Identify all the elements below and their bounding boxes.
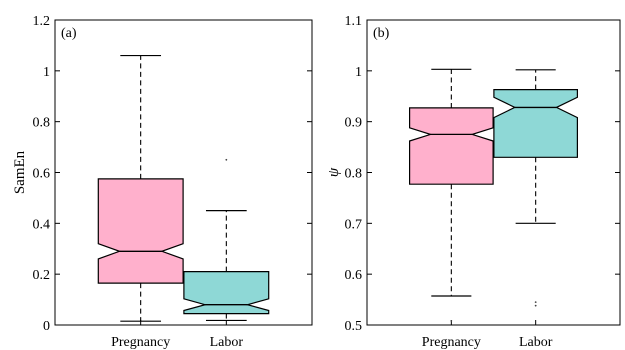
outlier-point bbox=[534, 304, 537, 307]
y-axis-label: ψ bbox=[326, 167, 342, 177]
x-tick-label: Labor bbox=[519, 335, 553, 350]
y-tick-label: 0.2 bbox=[33, 268, 51, 283]
box-body bbox=[493, 88, 579, 158]
outlier-point bbox=[450, 320, 453, 322]
x-tick-label: Pregnancy bbox=[422, 335, 481, 350]
box-labor bbox=[183, 158, 270, 322]
panel-label: (a) bbox=[61, 26, 77, 41]
y-tick-label: 0 bbox=[43, 319, 50, 334]
y-tick-label: 0.6 bbox=[345, 268, 363, 283]
y-tick-label: 1.1 bbox=[345, 14, 363, 29]
box-pregnancy bbox=[97, 54, 184, 322]
panel-label: (b) bbox=[373, 26, 390, 41]
box-labor bbox=[493, 69, 579, 307]
outlier-point bbox=[225, 158, 228, 161]
y-tick-label: 0.5 bbox=[345, 319, 363, 334]
y-tick-label: 0.7 bbox=[345, 217, 363, 232]
x-tick-label: Labor bbox=[210, 335, 244, 350]
y-tick-label: 0.8 bbox=[33, 116, 51, 131]
y-tick-label: 1.2 bbox=[33, 14, 51, 29]
y-tick-label: 1 bbox=[355, 65, 362, 80]
outlier-point bbox=[534, 301, 537, 304]
y-tick-label: 1 bbox=[43, 65, 50, 80]
box-body bbox=[409, 107, 494, 185]
box-body bbox=[183, 271, 270, 315]
y-tick-label: 0.9 bbox=[345, 116, 363, 131]
panel-b: 0.5 0.6 0.7 0.8 0.9 1 1.1 Pregnancy Labor ψ (b) bbox=[326, 14, 621, 350]
y-tick-label: 0.4 bbox=[33, 217, 51, 232]
y-tick-label: 0.6 bbox=[33, 167, 51, 182]
y-axis-label: SamEn bbox=[12, 150, 28, 194]
x-tick-label: Pregnancy bbox=[111, 335, 170, 350]
box-body bbox=[97, 178, 184, 284]
y-tick-label: 0.8 bbox=[345, 167, 363, 182]
box-pregnancy bbox=[409, 68, 494, 322]
panel-a: 0 0.2 0.4 0.6 0.8 1 1.2 Pregnancy Labor SamEn (a) bbox=[12, 14, 313, 350]
